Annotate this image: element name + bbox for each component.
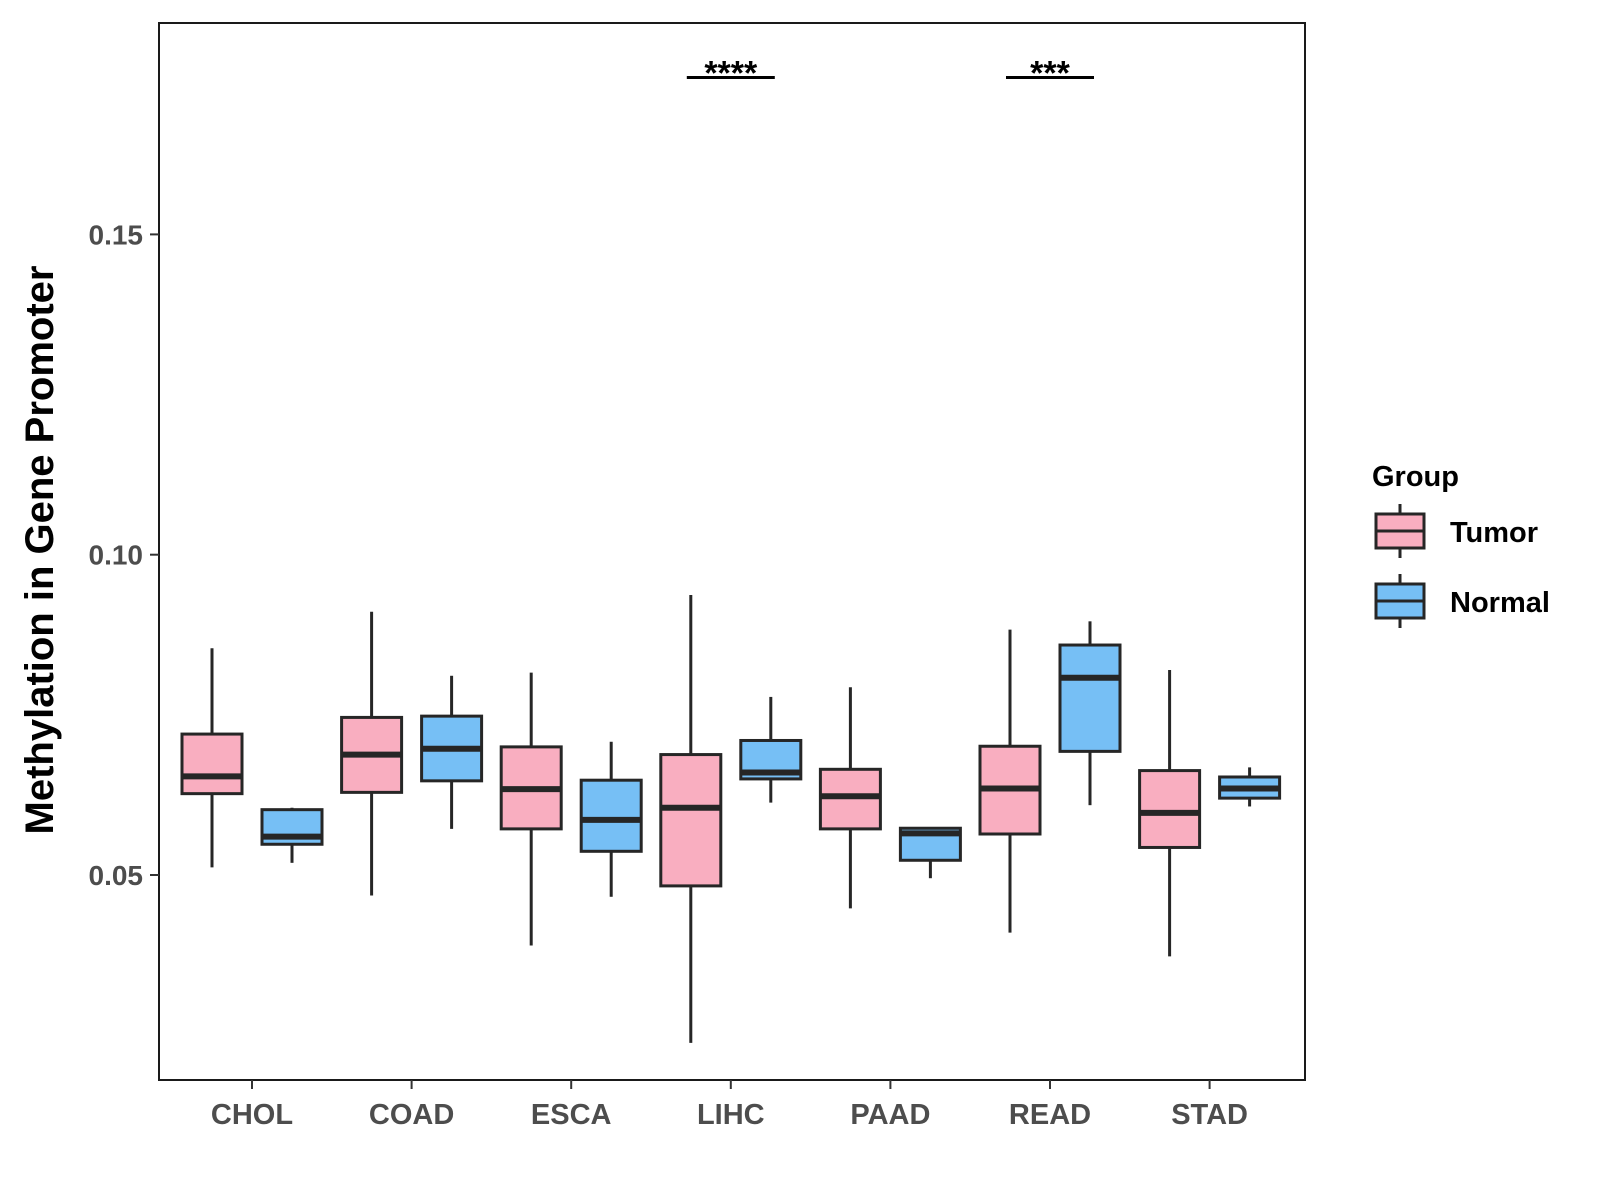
legend-key-tumor — [1374, 504, 1426, 558]
box-iqr — [180, 732, 244, 796]
x-tick-label: CHOL — [211, 1099, 293, 1131]
y-axis: 0.05 0.10 0.15 — [89, 219, 159, 891]
legend-key-normal — [1374, 574, 1426, 628]
x-tick-label: PAAD — [850, 1099, 930, 1131]
x-tick-label: READ — [1009, 1099, 1091, 1131]
box-iqr — [1058, 643, 1122, 753]
box-iqr — [579, 778, 643, 853]
box-tumor-read — [978, 629, 1042, 933]
y-tick-label: 0.15 — [89, 219, 144, 250]
box-tumor-lihc — [659, 595, 723, 1043]
box-iqr — [659, 753, 723, 888]
y-axis-title: Methylation in Gene Promoter — [18, 266, 62, 835]
box-normal-chol — [260, 807, 324, 863]
x-tick-label: STAD — [1171, 1099, 1248, 1131]
x-tick-label: ESCA — [531, 1099, 612, 1131]
y-tick-label: 0.05 — [89, 860, 144, 891]
box-normal-esca — [579, 741, 643, 897]
legend-label-tumor: Tumor — [1450, 517, 1538, 549]
y-tick-label: 0.10 — [89, 540, 144, 571]
significance-label: *** — [1030, 54, 1070, 92]
box-tumor-coad — [340, 611, 404, 896]
significance-annotations: **** *** — [686, 54, 1094, 92]
box-tumor-stad — [1138, 670, 1202, 957]
box-tumor-esca — [499, 672, 563, 946]
x-tick-label: LIHC — [697, 1099, 765, 1131]
box-normal-lihc — [739, 696, 803, 803]
plot-panel-border — [158, 22, 1306, 1081]
box-normal-read — [1058, 621, 1122, 806]
box-tumor-paad — [818, 687, 882, 909]
plot-background — [159, 23, 1305, 1080]
x-tick-label: COAD — [369, 1099, 454, 1131]
significance-label: **** — [704, 54, 758, 92]
x-axis: CHOL COAD ESCA LIHC PAAD READ STAD — [211, 1080, 1248, 1131]
box-iqr — [1138, 769, 1202, 849]
legend-label-normal: Normal — [1450, 587, 1550, 619]
box-normal-paad — [898, 826, 962, 879]
box-tumor-chol — [180, 648, 244, 868]
legend-title: Group — [1372, 461, 1459, 493]
legend: Group Tumor Normal — [1372, 461, 1550, 628]
boxes-layer — [180, 595, 1282, 1043]
box-normal-stad — [1218, 767, 1282, 807]
box-normal-coad — [420, 675, 484, 829]
